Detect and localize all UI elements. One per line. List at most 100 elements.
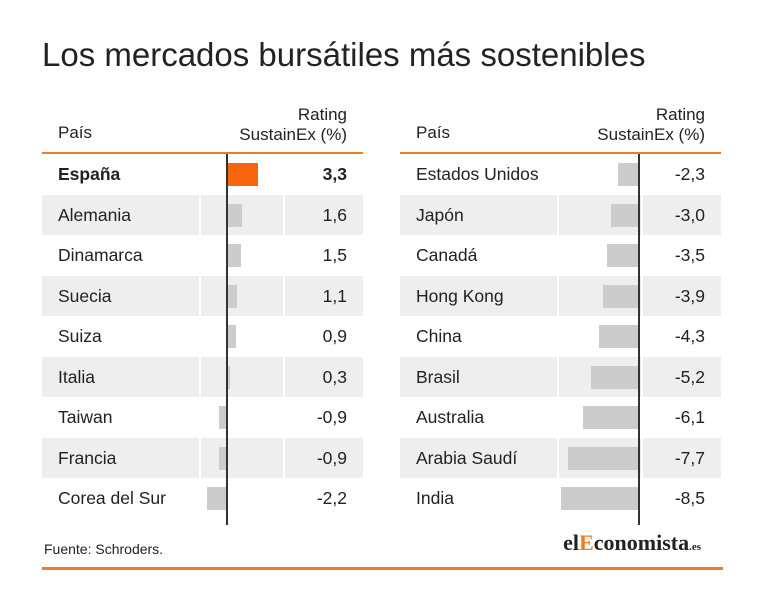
country-label: India (416, 488, 454, 508)
table-row: Canadá -3,5 (400, 235, 721, 276)
rating-bar (591, 365, 639, 389)
table-row: Australia -6,1 (400, 397, 721, 438)
country-cell: Francia (42, 437, 199, 478)
rating-bar (227, 203, 242, 227)
country-cell: Japón (400, 194, 557, 235)
rating-bar (227, 284, 238, 308)
country-label: España (58, 164, 121, 184)
value-cell: -2,2 (285, 478, 363, 519)
bar-cell (201, 235, 283, 276)
country-label: Estados Unidos (416, 164, 539, 184)
country-label: Arabia Saudí (416, 447, 518, 468)
bar-cell (559, 194, 641, 235)
country-cell: España (42, 154, 199, 195)
value-label: -3,9 (674, 285, 705, 306)
bar-cell (201, 194, 283, 235)
value-cell: -6,1 (643, 397, 721, 438)
bar-cell (559, 316, 641, 357)
rating-column-header: Rating SustainEx (%) (545, 105, 705, 145)
country-cell: Italia (42, 356, 199, 397)
bar-cell (201, 316, 283, 357)
table-row: Taiwan -0,9 (42, 397, 363, 438)
value-cell: -0,9 (285, 437, 363, 478)
table-row: Francia -0,9 (42, 437, 363, 478)
rating-bar (611, 203, 639, 227)
value-label: 3,3 (322, 164, 347, 184)
table-header: País Rating SustainEx (%) (42, 103, 363, 152)
value-label: -4,3 (674, 326, 705, 346)
bar-cell (559, 437, 641, 478)
value-cell: -8,5 (643, 478, 721, 519)
rating-bar (218, 406, 228, 429)
value-cell: -3,0 (643, 194, 721, 235)
table-rows: Estados Unidos -2,3 Japón -3,0 Canadá -3,5 Hon… (400, 154, 721, 525)
value-cell: -2,3 (643, 154, 721, 195)
country-cell: Australia (400, 397, 557, 438)
table-row: Estados Unidos -2,3 (400, 154, 721, 195)
bar-cell (559, 478, 641, 519)
rating-bar (207, 487, 228, 510)
table-row: Corea del Sur -2,2 (42, 478, 363, 519)
footer-divider (42, 567, 723, 570)
country-label: Suecia (58, 285, 112, 306)
value-label: -8,5 (674, 488, 705, 508)
rating-bar (599, 325, 639, 348)
source-note: Fuente: Schroders. (44, 541, 164, 557)
country-cell: Suecia (42, 275, 199, 316)
table-row: Suecia 1,1 (42, 275, 363, 316)
country-cell: Alemania (42, 194, 199, 235)
zero-axis-line (226, 154, 228, 525)
country-cell: Hong Kong (400, 275, 557, 316)
value-cell: 1,5 (285, 235, 363, 276)
country-label: Alemania (58, 204, 131, 225)
country-label: Dinamarca (58, 245, 143, 265)
country-cell: Canadá (400, 235, 557, 276)
value-cell: -3,9 (643, 275, 721, 316)
bar-cell (559, 356, 641, 397)
logo-suffix: .es (689, 541, 701, 553)
country-column-header: País (416, 123, 451, 142)
country-cell: Corea del Sur (42, 478, 199, 519)
country-label: Japón (416, 204, 464, 225)
table-row: Brasil -5,2 (400, 356, 721, 397)
bar-cell (559, 397, 641, 438)
value-label: -3,5 (674, 245, 705, 265)
header-divider (42, 152, 363, 154)
table-row: Italia 0,3 (42, 356, 363, 397)
table-row: Hong Kong -3,9 (400, 275, 721, 316)
country-label: Corea del Sur (58, 488, 166, 508)
rating-header-line: Rating (655, 105, 705, 124)
table-row: Japón -3,0 (400, 194, 721, 235)
country-cell: Taiwan (42, 397, 199, 438)
country-cell: Suiza (42, 316, 199, 357)
rating-bar (227, 163, 258, 186)
country-label: Canadá (416, 245, 478, 265)
rating-header-line: Rating (297, 105, 347, 124)
value-label: -6,1 (674, 407, 705, 427)
country-cell: Estados Unidos (400, 154, 557, 195)
value-label: -5,2 (674, 366, 705, 387)
country-label: Hong Kong (416, 285, 504, 306)
value-label: 0,3 (322, 366, 347, 387)
value-label: -0,9 (316, 407, 347, 427)
country-cell: Arabia Saudí (400, 437, 557, 478)
country-cell: Dinamarca (42, 235, 199, 276)
value-label: 0,9 (322, 326, 347, 346)
value-cell: -3,5 (643, 235, 721, 276)
rating-bar (617, 163, 639, 186)
rating-column-header: Rating SustainEx (%) (187, 105, 347, 145)
country-label: Brasil (416, 366, 460, 387)
header-divider (400, 152, 721, 154)
rating-bar (568, 446, 639, 470)
rating-bar (582, 406, 639, 429)
rating-bar (606, 244, 639, 267)
right-table: País Rating SustainEx (%) Estados Unidos -… (400, 103, 721, 525)
rating-bar (227, 325, 236, 348)
table-row: India -8,5 (400, 478, 721, 519)
table-row: Alemania 1,6 (42, 194, 363, 235)
country-label: Francia (58, 447, 117, 468)
rating-header-line: SustainEx (%) (597, 125, 705, 144)
table-row: Dinamarca 1,5 (42, 235, 363, 276)
bar-cell (201, 397, 283, 438)
value-cell: 3,3 (285, 154, 363, 195)
